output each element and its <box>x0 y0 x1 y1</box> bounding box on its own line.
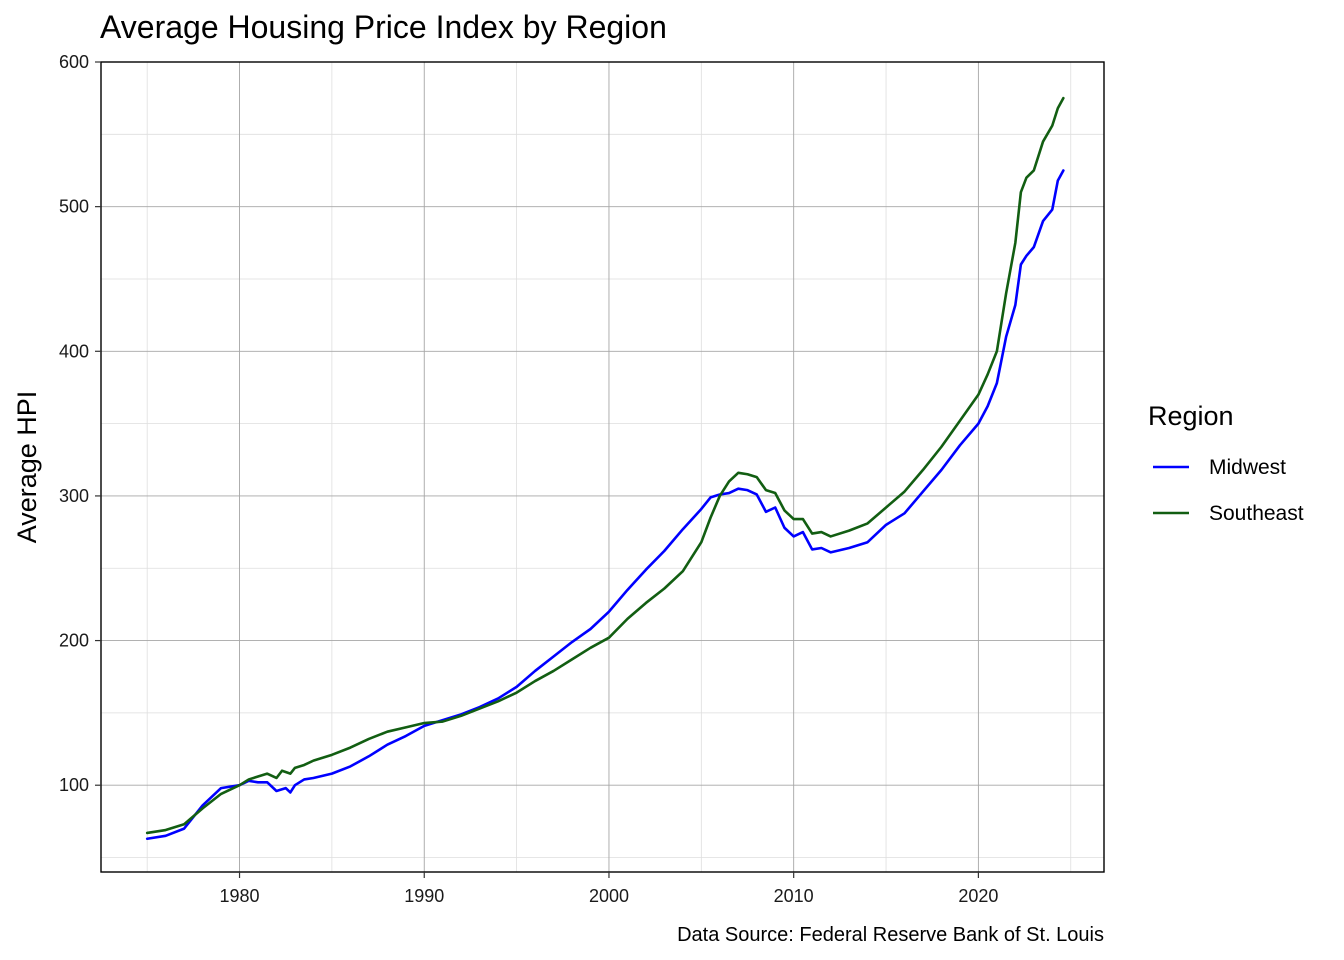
grid-major <box>101 61 1104 872</box>
series-line-midwest <box>145 169 1065 841</box>
y-tick-label: 500 <box>59 197 89 217</box>
y-tick-label: 300 <box>59 486 89 506</box>
x-tick-label: 2010 <box>774 886 814 906</box>
legend: Region Midwest Southeast <box>1148 401 1304 525</box>
y-axis: 100 200 300 400 500 600 <box>59 52 101 795</box>
y-tick-label: 600 <box>59 52 89 72</box>
x-tick-label: 1980 <box>220 886 260 906</box>
series-layer <box>145 96 1065 841</box>
legend-label-midwest: Midwest <box>1209 456 1286 479</box>
x-tick-label: 1990 <box>404 886 444 906</box>
y-tick-label: 200 <box>59 631 89 651</box>
chart-caption: Data Source: Federal Reserve Bank of St.… <box>677 924 1104 946</box>
chart-title: Average Housing Price Index by Region <box>100 9 667 45</box>
legend-title: Region <box>1148 401 1234 431</box>
grid-minor <box>101 62 1104 872</box>
x-tick-label: 2000 <box>589 886 629 906</box>
x-axis: 1980 1990 2000 2010 2020 <box>220 872 998 906</box>
legend-label-southeast: Southeast <box>1209 502 1304 525</box>
y-tick-label: 400 <box>59 341 89 361</box>
series-line-southeast <box>145 96 1065 835</box>
plot-panel-border <box>100 61 1105 873</box>
y-tick-label: 100 <box>59 775 89 795</box>
legend-items: Midwest Southeast <box>1153 456 1304 525</box>
x-tick-label: 2020 <box>958 886 998 906</box>
y-axis-title: Average HPI <box>12 391 42 544</box>
